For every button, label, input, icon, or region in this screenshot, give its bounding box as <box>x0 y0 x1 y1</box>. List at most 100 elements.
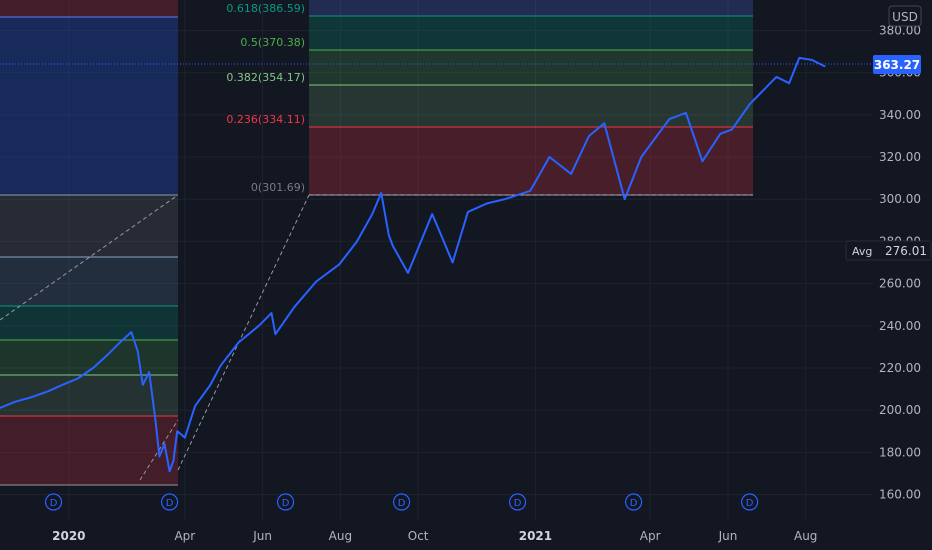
time-axis[interactable]: 2020 Apr Jun Aug Oct 2021 Apr Jun Aug <box>0 520 932 550</box>
x-tick-label: Jun <box>252 529 272 543</box>
price-point <box>119 341 121 344</box>
y-tick-label: 180.00 <box>879 445 921 459</box>
dividend-marker-label: D <box>166 498 174 509</box>
price-point <box>141 384 144 386</box>
y-tick-label: 260.00 <box>879 277 921 291</box>
price-point <box>701 160 704 163</box>
price-point <box>14 400 17 403</box>
price-point <box>529 189 532 192</box>
fib-zone-top <box>309 0 753 16</box>
last-price-tag-bg <box>873 55 921 74</box>
price-point <box>371 213 374 215</box>
fib-left-zone-green <box>0 340 178 375</box>
avg-tag-bg <box>845 240 932 261</box>
dividend-marker-label: D <box>50 498 58 509</box>
currency-label: USD <box>892 10 918 24</box>
x-tick-label: Aug <box>794 529 817 543</box>
price-point <box>380 192 382 194</box>
dividend-marker-circle <box>392 493 411 511</box>
price-point <box>640 156 643 158</box>
dividend-marker[interactable]: D <box>625 493 643 511</box>
price-line <box>0 56 826 473</box>
price-point <box>431 213 433 215</box>
price-point <box>548 156 551 158</box>
x-tick-label: Apr <box>174 529 195 543</box>
y-tick-label: 160.00 <box>879 488 921 502</box>
dividend-marker[interactable]: D <box>741 493 759 511</box>
price-point <box>486 202 488 205</box>
y-tick-label: 200.00 <box>879 403 921 417</box>
price-point <box>338 263 340 266</box>
price-point <box>623 198 626 201</box>
dividend-marker[interactable]: D <box>160 493 179 511</box>
price-point <box>92 367 94 369</box>
dividend-marker-circle <box>160 493 179 511</box>
currency-box[interactable] <box>888 5 922 27</box>
y-tick-label: 240.00 <box>879 319 921 333</box>
dividend-marker-circle <box>508 493 527 511</box>
dividend-marker-circle <box>625 493 643 511</box>
price-point <box>570 173 572 175</box>
price-point <box>130 331 133 333</box>
price-point <box>168 470 171 473</box>
price-point <box>451 261 454 264</box>
price-point <box>603 122 606 125</box>
dividend-marker[interactable]: D <box>508 493 527 511</box>
dividend-marker-label: D <box>398 498 406 509</box>
price-point <box>613 160 616 163</box>
dividend-marker-label: D <box>630 498 638 509</box>
price-point <box>158 455 161 458</box>
y-tick-label: 340.00 <box>879 108 921 122</box>
currency-selector[interactable]: USD <box>888 5 922 27</box>
price-point <box>136 350 139 352</box>
price-axis[interactable]: 160.00180.00200.00220.00240.00260.00280.… <box>879 24 921 502</box>
fib-left-zone-blue <box>0 17 178 195</box>
price-point <box>29 396 32 399</box>
price-point <box>209 384 212 386</box>
fib-retracement-left[interactable] <box>0 0 179 486</box>
price-point <box>176 430 179 433</box>
y-tick-label: 320.00 <box>879 150 921 164</box>
price-point <box>172 459 175 462</box>
price-point <box>270 312 273 314</box>
dividend-marker[interactable]: D <box>276 493 295 511</box>
x-tick-label: Jun <box>718 529 738 543</box>
fib-left-zone-lightgreen <box>0 375 178 416</box>
fib-label-382: 0.382(354.17) <box>226 71 305 84</box>
fib-left-zone-top <box>0 0 178 17</box>
fib-retracement-right[interactable]: 0.618(386.59) 0.5(370.38) 0.382(354.17) … <box>177 0 753 471</box>
avg-price-tag: Avg 276.01 <box>845 240 932 261</box>
dividend-marker-label: D <box>514 498 522 509</box>
price-point <box>194 405 196 407</box>
price-point <box>748 103 751 106</box>
fib-left-zone-teal <box>0 306 178 340</box>
price-point <box>668 118 671 120</box>
dividend-marker-circle <box>276 493 295 511</box>
grid-lines <box>0 0 872 520</box>
price-point <box>685 111 687 114</box>
fib-left-trend <box>0 194 179 321</box>
last-price-tag-value: 363.27 <box>874 58 920 72</box>
dividend-marker[interactable]: D <box>44 493 63 511</box>
price-point <box>719 133 722 135</box>
last-price-tag: 363.27 <box>873 55 921 74</box>
price-point <box>293 305 296 308</box>
price-point <box>257 324 260 327</box>
dividend-marker[interactable]: D <box>392 493 411 511</box>
x-tick-label: Apr <box>640 529 661 543</box>
price-point <box>788 82 790 85</box>
price-point <box>76 377 79 380</box>
price-point <box>798 57 801 59</box>
dividend-marker-circle <box>44 493 63 511</box>
avg-tag-value: 276.01 <box>885 244 927 258</box>
x-tick-label: 2020 <box>52 529 85 543</box>
price-point <box>504 198 506 201</box>
price-point <box>407 272 409 274</box>
price-point <box>274 333 277 336</box>
price-point <box>730 128 733 131</box>
time-axis-bg <box>0 520 932 550</box>
dividend-marker-circle <box>741 493 759 511</box>
